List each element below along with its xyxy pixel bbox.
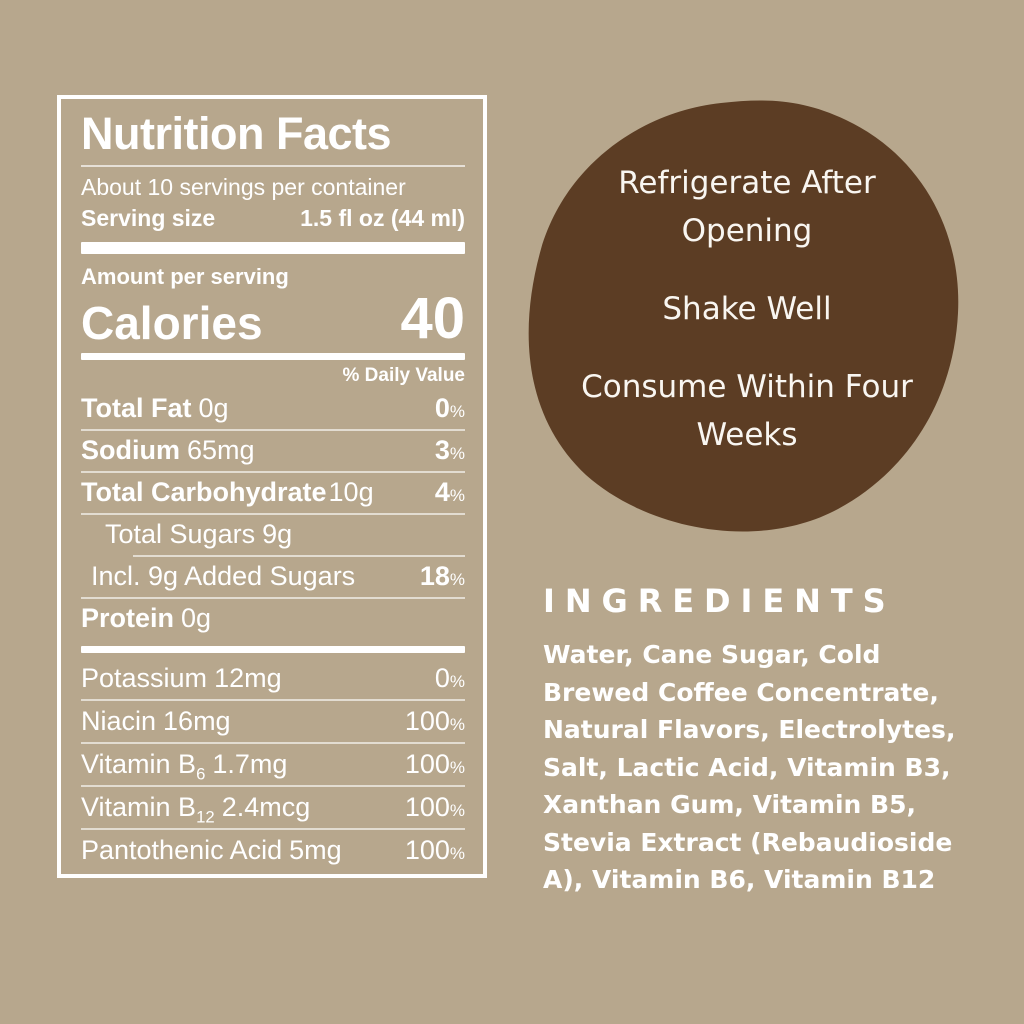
row-divider <box>81 596 465 599</box>
daily-value: 3% <box>434 435 465 466</box>
serving-size-value: 1.5 fl oz (44 ml) <box>300 205 465 232</box>
vitamin-label: Potassium <box>81 662 208 693</box>
daily-value: 4% <box>434 477 465 508</box>
daily-value: 100% <box>404 791 465 822</box>
vitamin-amount: 1.7mg <box>212 748 288 779</box>
vitamin-label: Vitamin B <box>81 791 197 822</box>
nutrition-facts-panel: Nutrition Facts About 10 servings per co… <box>57 95 487 878</box>
vitamin-amount: 2.4mcg <box>221 791 311 822</box>
nutrient-amount: 65mg <box>187 435 255 466</box>
nutrient-label: Total Fat <box>81 393 192 424</box>
ingredients-list: Water, Cane Sugar, Cold Brewed Coffee Co… <box>543 640 956 894</box>
calories-value: 40 <box>400 285 465 351</box>
storage-instructions-text: Refrigerate After Opening Shake Well Con… <box>556 159 938 459</box>
vitamin-row-b6: Vitamin B6 1.7mg 100% <box>81 744 465 785</box>
nutrient-row-total-sugars: Total Sugars 9g <box>81 515 465 555</box>
row-divider <box>81 698 465 701</box>
nutrient-row-total-carbohydrate: Total Carbohydrate10g 4% <box>81 473 465 513</box>
storage-instructions-blob: Refrigerate After Opening Shake Well Con… <box>516 97 978 539</box>
thick-divider-bar <box>81 241 465 254</box>
row-divider <box>81 741 465 744</box>
calories-row: Calories 40 <box>81 285 465 351</box>
nutrient-label: Incl. 9g Added Sugars <box>91 561 356 592</box>
percent-sign: % <box>449 486 465 506</box>
daily-value: 0% <box>434 662 465 693</box>
daily-value: 0% <box>434 393 465 424</box>
medium-divider-bar <box>81 352 465 360</box>
medium-divider-bar <box>81 645 465 653</box>
daily-value-header: % Daily Value <box>342 364 465 386</box>
vitamin-amount: 16mg <box>163 705 231 736</box>
row-divider <box>81 428 465 431</box>
vitamin-subscript: 6 <box>196 764 206 784</box>
percent-sign: % <box>449 444 465 464</box>
vitamin-row-potassium: Potassium 12mg 0% <box>81 658 465 699</box>
vitamin-row-b12: Vitamin B12 2.4mcg 100% <box>81 787 465 828</box>
daily-value: 100% <box>404 748 465 779</box>
vitamin-amount: 12mg <box>214 662 282 693</box>
ingredients-section: INGREDIENTS Water, Cane Sugar, Cold Brew… <box>543 582 963 899</box>
nutrient-row-sodium: Sodium 65mg 3% <box>81 431 465 471</box>
row-divider-indented <box>133 554 465 557</box>
vitamin-label: Vitamin B <box>81 748 197 779</box>
daily-value: 100% <box>404 834 465 865</box>
percent-sign: % <box>449 757 465 777</box>
vitamin-row-pantothenic-acid: Pantothenic Acid 5mg 100% <box>81 830 465 871</box>
nutrient-label: Total Carbohydrate <box>81 477 327 508</box>
nutrient-row-added-sugars: Incl. 9g Added Sugars 18% <box>81 557 465 597</box>
nutrient-amount: 0g <box>198 393 229 424</box>
vitamin-subscript: 12 <box>196 807 215 827</box>
nutrient-label: Total Sugars <box>105 519 256 550</box>
serving-size-row: Serving size 1.5 fl oz (44 ml) <box>81 204 465 233</box>
blob-shape <box>528 100 959 532</box>
row-divider <box>81 470 465 473</box>
vitamin-amount: 5mg <box>289 834 342 865</box>
amount-per-serving-label: Amount per serving <box>81 263 289 289</box>
vitamin-label: Pantothenic Acid <box>81 834 283 865</box>
ingredients-heading: INGREDIENTS <box>543 582 896 620</box>
daily-value: 18% <box>419 561 465 592</box>
row-divider <box>81 827 465 830</box>
serving-size-label: Serving size <box>81 205 216 232</box>
nutrition-facts-title: Nutrition Facts <box>81 108 392 159</box>
percent-sign: % <box>449 671 465 691</box>
nutrient-row-total-fat: Total Fat 0g 0% <box>81 389 465 429</box>
nutrient-amount: 0g <box>181 603 212 634</box>
row-divider <box>81 784 465 787</box>
nutrient-label: Sodium <box>81 435 180 466</box>
percent-sign: % <box>449 800 465 820</box>
storage-line-consume-within: Consume Within Four Weeks <box>581 369 913 454</box>
percent-sign: % <box>449 570 465 590</box>
nutrient-row-protein: Protein 0g <box>81 599 465 639</box>
title-divider <box>81 165 465 168</box>
nutrient-label: Protein <box>81 603 175 634</box>
vitamin-row-niacin: Niacin 16mg 100% <box>81 701 465 742</box>
calories-label: Calories <box>81 296 263 349</box>
nutrient-amount: 10g <box>328 477 374 508</box>
storage-line-shake-well: Shake Well <box>662 291 832 328</box>
servings-per-container: About 10 servings per container <box>81 174 406 201</box>
percent-sign: % <box>449 714 465 734</box>
vitamin-label: Niacin <box>81 705 157 736</box>
daily-value: 100% <box>404 705 465 736</box>
row-divider <box>81 512 465 515</box>
percent-sign: % <box>449 843 465 863</box>
storage-line-refrigerate: Refrigerate After Opening <box>618 165 876 250</box>
nutrient-amount: 9g <box>262 519 293 550</box>
percent-sign: % <box>449 402 465 422</box>
